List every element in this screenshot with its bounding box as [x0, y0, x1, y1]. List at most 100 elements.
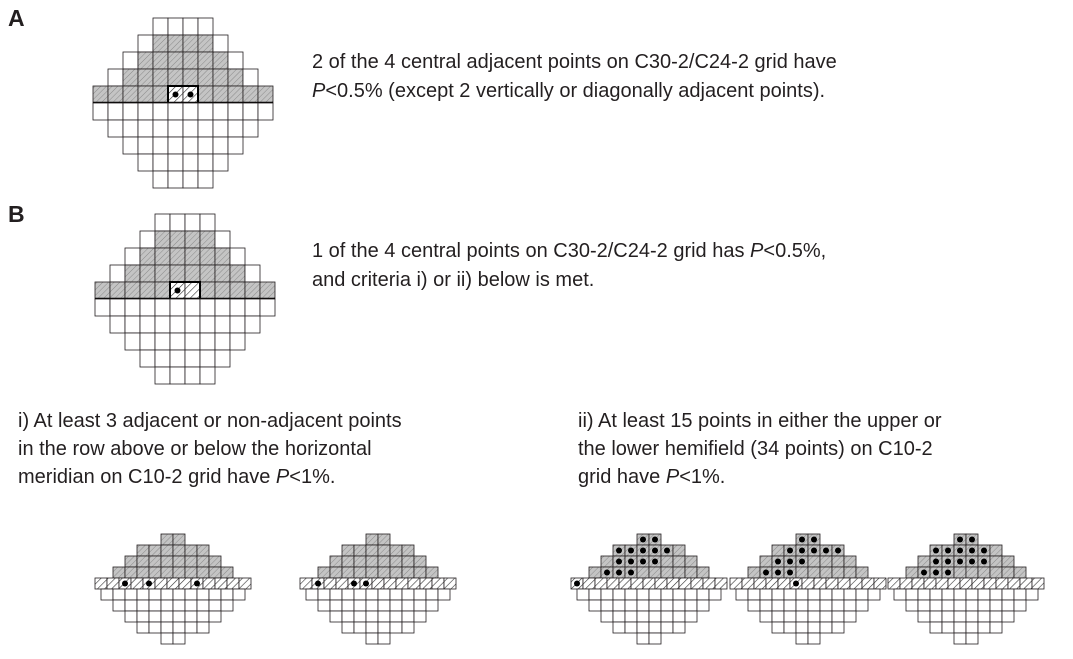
grid-cell — [672, 544, 686, 557]
grid-cell — [1031, 577, 1045, 590]
grid-cell — [1001, 599, 1015, 612]
grid-cell — [139, 230, 156, 249]
grid-cell — [214, 298, 231, 317]
grid-cell — [317, 588, 331, 601]
dot — [835, 547, 841, 554]
dot — [811, 536, 817, 543]
grid-cell — [353, 588, 367, 601]
dot — [628, 547, 634, 554]
grid-cell — [419, 577, 433, 590]
grid-cell — [612, 610, 626, 623]
grid-cell — [831, 610, 845, 623]
grid-cell — [648, 566, 662, 579]
grid-cell — [672, 588, 686, 601]
text-part: 2 of the 4 central adjacent points on C3… — [312, 51, 837, 73]
grid-cell — [684, 610, 698, 623]
grid-cell — [152, 17, 169, 36]
grid-cell — [642, 577, 656, 590]
dot — [823, 547, 829, 554]
grid-cell — [227, 102, 244, 121]
grid-cell — [124, 599, 138, 612]
grid-cell — [184, 264, 201, 283]
grid-cell — [184, 566, 198, 579]
dot — [187, 91, 194, 98]
grid-cell — [684, 599, 698, 612]
grid-cell — [401, 621, 415, 634]
grid-cell — [242, 85, 259, 104]
grid-cell — [795, 632, 809, 645]
grid-cell — [220, 599, 234, 612]
grid-cell — [160, 632, 174, 645]
grid-cell — [137, 136, 154, 155]
grid-cell — [1013, 588, 1027, 601]
grid-cell — [953, 599, 967, 612]
grid-cell — [244, 315, 261, 334]
grid-cell — [167, 34, 184, 53]
grid-cell — [636, 632, 650, 645]
grid-cell — [917, 599, 931, 612]
grid-cell — [771, 599, 785, 612]
grid-cell — [660, 610, 674, 623]
grid-cell — [389, 599, 403, 612]
grid-cell — [437, 588, 451, 601]
dot — [981, 547, 987, 554]
grid-cell — [154, 332, 171, 351]
grid-cell — [208, 566, 222, 579]
grid-cell — [684, 566, 698, 579]
grid-cell — [199, 332, 216, 351]
grid-cell — [389, 566, 403, 579]
grid-cell — [401, 555, 415, 568]
grid-cell — [107, 85, 124, 104]
grid-cell — [167, 102, 184, 121]
grid-cell — [107, 119, 124, 138]
grid-cell — [139, 315, 156, 334]
grid-cell — [783, 610, 797, 623]
grid-cell — [196, 621, 210, 634]
grid-cell — [136, 621, 150, 634]
grid-cell — [977, 566, 991, 579]
grid-cell — [169, 230, 186, 249]
grid-cell — [353, 599, 367, 612]
grid-cell — [160, 588, 174, 601]
grid-cell — [807, 632, 821, 645]
grid-cell — [660, 555, 674, 568]
grid-cell — [624, 621, 638, 634]
grid-cell — [329, 588, 343, 601]
grid-cell — [109, 264, 126, 283]
grid-cell — [329, 566, 343, 579]
grid-cell — [124, 555, 138, 568]
grid-cell — [169, 315, 186, 334]
grid-cell — [244, 264, 261, 283]
grid-cell — [648, 632, 662, 645]
grid-cell — [167, 119, 184, 138]
grid-cell — [1019, 577, 1033, 590]
grid-cell — [861, 577, 875, 590]
dot — [969, 558, 975, 565]
grid-cell — [214, 281, 231, 300]
grid-cell — [648, 621, 662, 634]
grid-cell — [612, 588, 626, 601]
grid-cell — [154, 349, 171, 368]
grid-cell — [169, 264, 186, 283]
grid-cell — [124, 315, 141, 334]
grid-cell — [819, 588, 833, 601]
grid-cell — [825, 577, 839, 590]
grid-cell — [365, 566, 379, 579]
grid-cell — [684, 555, 698, 568]
grid-cell — [169, 332, 186, 351]
grid-cell — [795, 599, 809, 612]
grid-cell — [917, 555, 931, 568]
grid-cell — [831, 588, 845, 601]
grids — [92, 17, 1045, 645]
grid-cell — [425, 588, 439, 601]
grid-cell — [905, 599, 919, 612]
grid-cell — [401, 610, 415, 623]
grid-cell — [648, 610, 662, 623]
grid-cell — [259, 281, 276, 300]
grid-cell — [636, 621, 650, 634]
grid-cell — [244, 281, 261, 300]
grid-cell — [229, 247, 246, 266]
grid-cell — [702, 577, 716, 590]
grid-cell — [184, 599, 198, 612]
